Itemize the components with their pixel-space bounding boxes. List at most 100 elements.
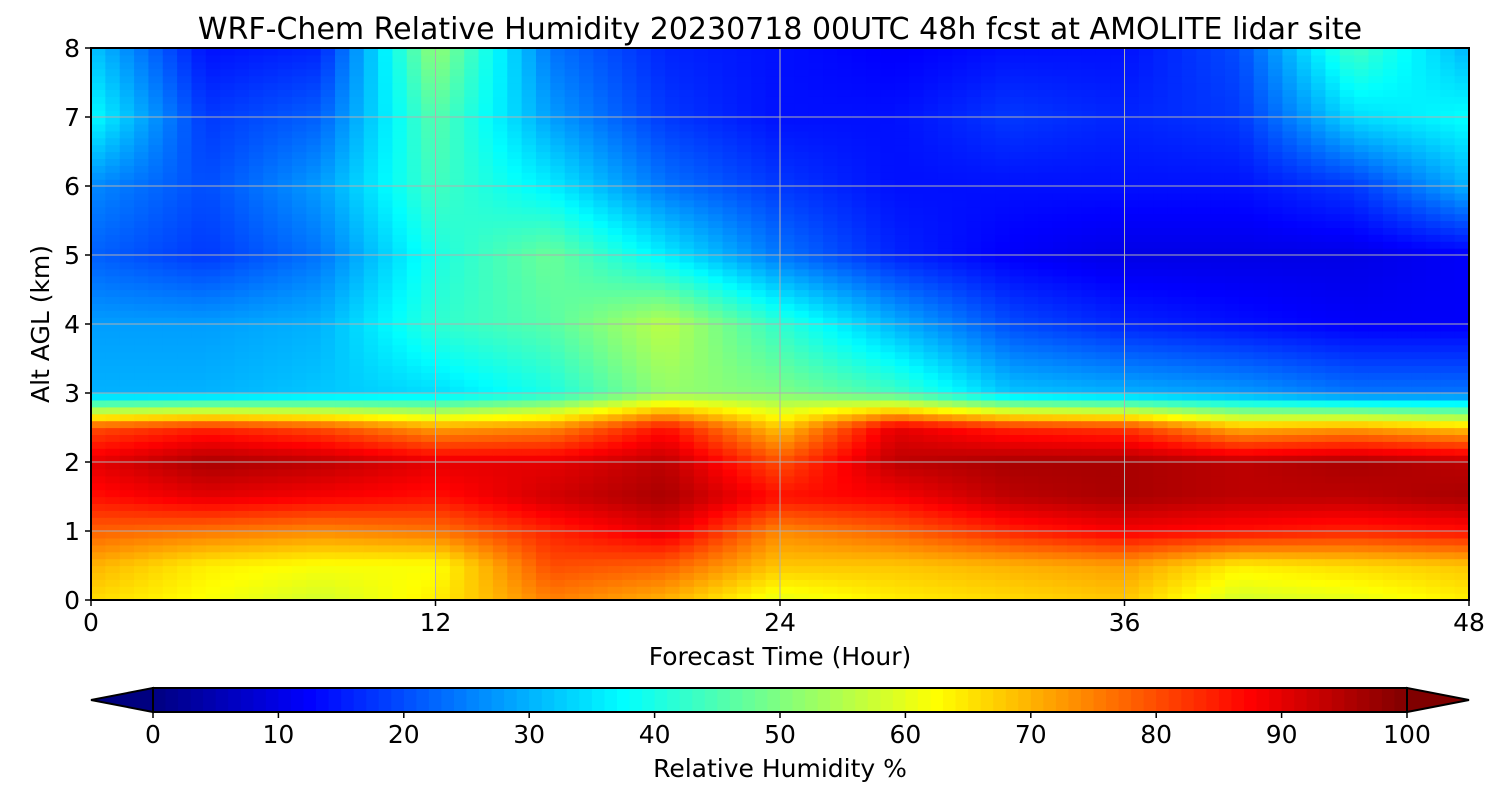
- heatmap-cell: [1397, 572, 1413, 580]
- heatmap-cell: [335, 572, 350, 580]
- heatmap-cell: [1153, 344, 1169, 353]
- heatmap-cell: [765, 455, 781, 463]
- heatmap-cell: [1325, 475, 1341, 484]
- heatmap-cell: [765, 482, 781, 491]
- heatmap-cell: [1253, 358, 1269, 366]
- heatmap-cell: [220, 317, 236, 325]
- heatmap-cell: [478, 289, 494, 297]
- heatmap-cell: [1067, 551, 1083, 560]
- heatmap-cell: [291, 268, 307, 277]
- heatmap-cell: [220, 579, 236, 587]
- heatmap-cell: [449, 317, 465, 325]
- heatmap-cell: [1239, 434, 1255, 442]
- heatmap-cell: [1325, 379, 1341, 387]
- heatmap-cell: [277, 351, 293, 360]
- heatmap-cell: [148, 441, 164, 449]
- heatmap-cell: [177, 489, 193, 498]
- heatmap-cell: [636, 248, 652, 256]
- heatmap-cell: [220, 282, 236, 291]
- heatmap-cell: [1110, 275, 1126, 284]
- heatmap-cell: [306, 468, 322, 477]
- heatmap-cell: [392, 406, 408, 415]
- heatmap-cell: [1368, 358, 1384, 366]
- heatmap-cell: [91, 261, 106, 270]
- heatmap-cell: [1239, 303, 1255, 311]
- heatmap-cell: [1038, 399, 1054, 408]
- heatmap-cell: [119, 586, 135, 594]
- heatmap-cell: [1282, 551, 1298, 560]
- heatmap-cell: [593, 241, 609, 249]
- heatmap-cell: [622, 248, 638, 256]
- heatmap-cell: [521, 310, 537, 318]
- heatmap-cell: [507, 593, 523, 601]
- heatmap-cell: [995, 551, 1011, 560]
- heatmap-cell: [1067, 524, 1083, 532]
- heatmap-cell: [105, 468, 121, 477]
- heatmap-cell: [923, 330, 939, 339]
- heatmap-cell: [622, 351, 638, 360]
- heatmap-cell: [205, 261, 221, 270]
- heatmap-cell: [1239, 310, 1255, 318]
- heatmap-cell: [980, 275, 996, 284]
- heatmap-cell: [91, 268, 106, 277]
- heatmap-cell: [980, 565, 996, 573]
- heatmap-cell: [1153, 275, 1169, 284]
- heatmap-cell: [263, 289, 279, 297]
- heatmap-cell: [248, 462, 264, 470]
- heatmap-cell: [535, 379, 551, 387]
- heatmap-cell: [1253, 372, 1269, 380]
- heatmap-cell: [521, 303, 537, 311]
- heatmap-cell: [1196, 427, 1212, 435]
- heatmap-cell: [1454, 503, 1470, 511]
- heatmap-cell: [119, 330, 135, 339]
- heatmap-cell: [392, 455, 408, 463]
- heatmap-cell: [1024, 558, 1039, 567]
- heatmap-cell: [880, 372, 896, 380]
- heatmap-cell: [866, 441, 882, 449]
- heatmap-cell: [837, 413, 853, 422]
- heatmap-cell: [722, 551, 738, 560]
- heatmap-cell: [564, 406, 580, 415]
- heatmap-cell: [1095, 489, 1111, 498]
- heatmap-cell: [1382, 351, 1398, 360]
- heatmap-cell: [306, 448, 322, 456]
- heatmap-cell: [708, 475, 724, 484]
- heatmap-cell: [1397, 517, 1413, 525]
- heatmap-cell: [1454, 586, 1470, 594]
- heatmap-cell: [722, 379, 738, 387]
- heatmap-cell: [449, 268, 465, 277]
- heatmap-cell: [492, 537, 508, 546]
- heatmap-cell: [1153, 496, 1169, 504]
- heatmap-cell: [851, 496, 867, 504]
- heatmap-cell: [535, 517, 551, 525]
- heatmap-cell: [866, 303, 882, 311]
- heatmap-cell: [765, 441, 781, 449]
- heatmap-cell: [162, 551, 178, 560]
- heatmap-cell: [1124, 434, 1140, 442]
- heatmap-cell: [607, 248, 623, 256]
- heatmap-cell: [823, 531, 839, 539]
- heatmap-cell: [91, 330, 106, 339]
- heatmap-cell: [1224, 337, 1240, 346]
- heatmap-cell: [579, 455, 594, 463]
- heatmap-cell: [507, 310, 523, 318]
- heatmap-cell: [421, 282, 437, 291]
- heatmap-cell: [464, 455, 480, 463]
- heatmap-cell: [349, 248, 365, 256]
- heatmap-cell: [1009, 365, 1025, 373]
- heatmap-cell: [1239, 358, 1255, 366]
- heatmap-cell: [191, 579, 207, 587]
- heatmap-cell: [1411, 282, 1427, 291]
- heatmap-cell: [1425, 544, 1441, 553]
- heatmap-cell: [823, 303, 839, 311]
- heatmap-cell: [751, 241, 767, 249]
- heatmap-cell: [636, 268, 652, 277]
- heatmap-cell: [349, 503, 365, 511]
- heatmap-cell: [579, 489, 594, 498]
- heatmap-cell: [363, 365, 379, 373]
- heatmap-cell: [1339, 434, 1355, 442]
- heatmap-cell: [1181, 330, 1197, 339]
- heatmap-cell: [1368, 503, 1384, 511]
- heatmap-cell: [665, 241, 681, 249]
- heatmap-cell: [650, 517, 666, 525]
